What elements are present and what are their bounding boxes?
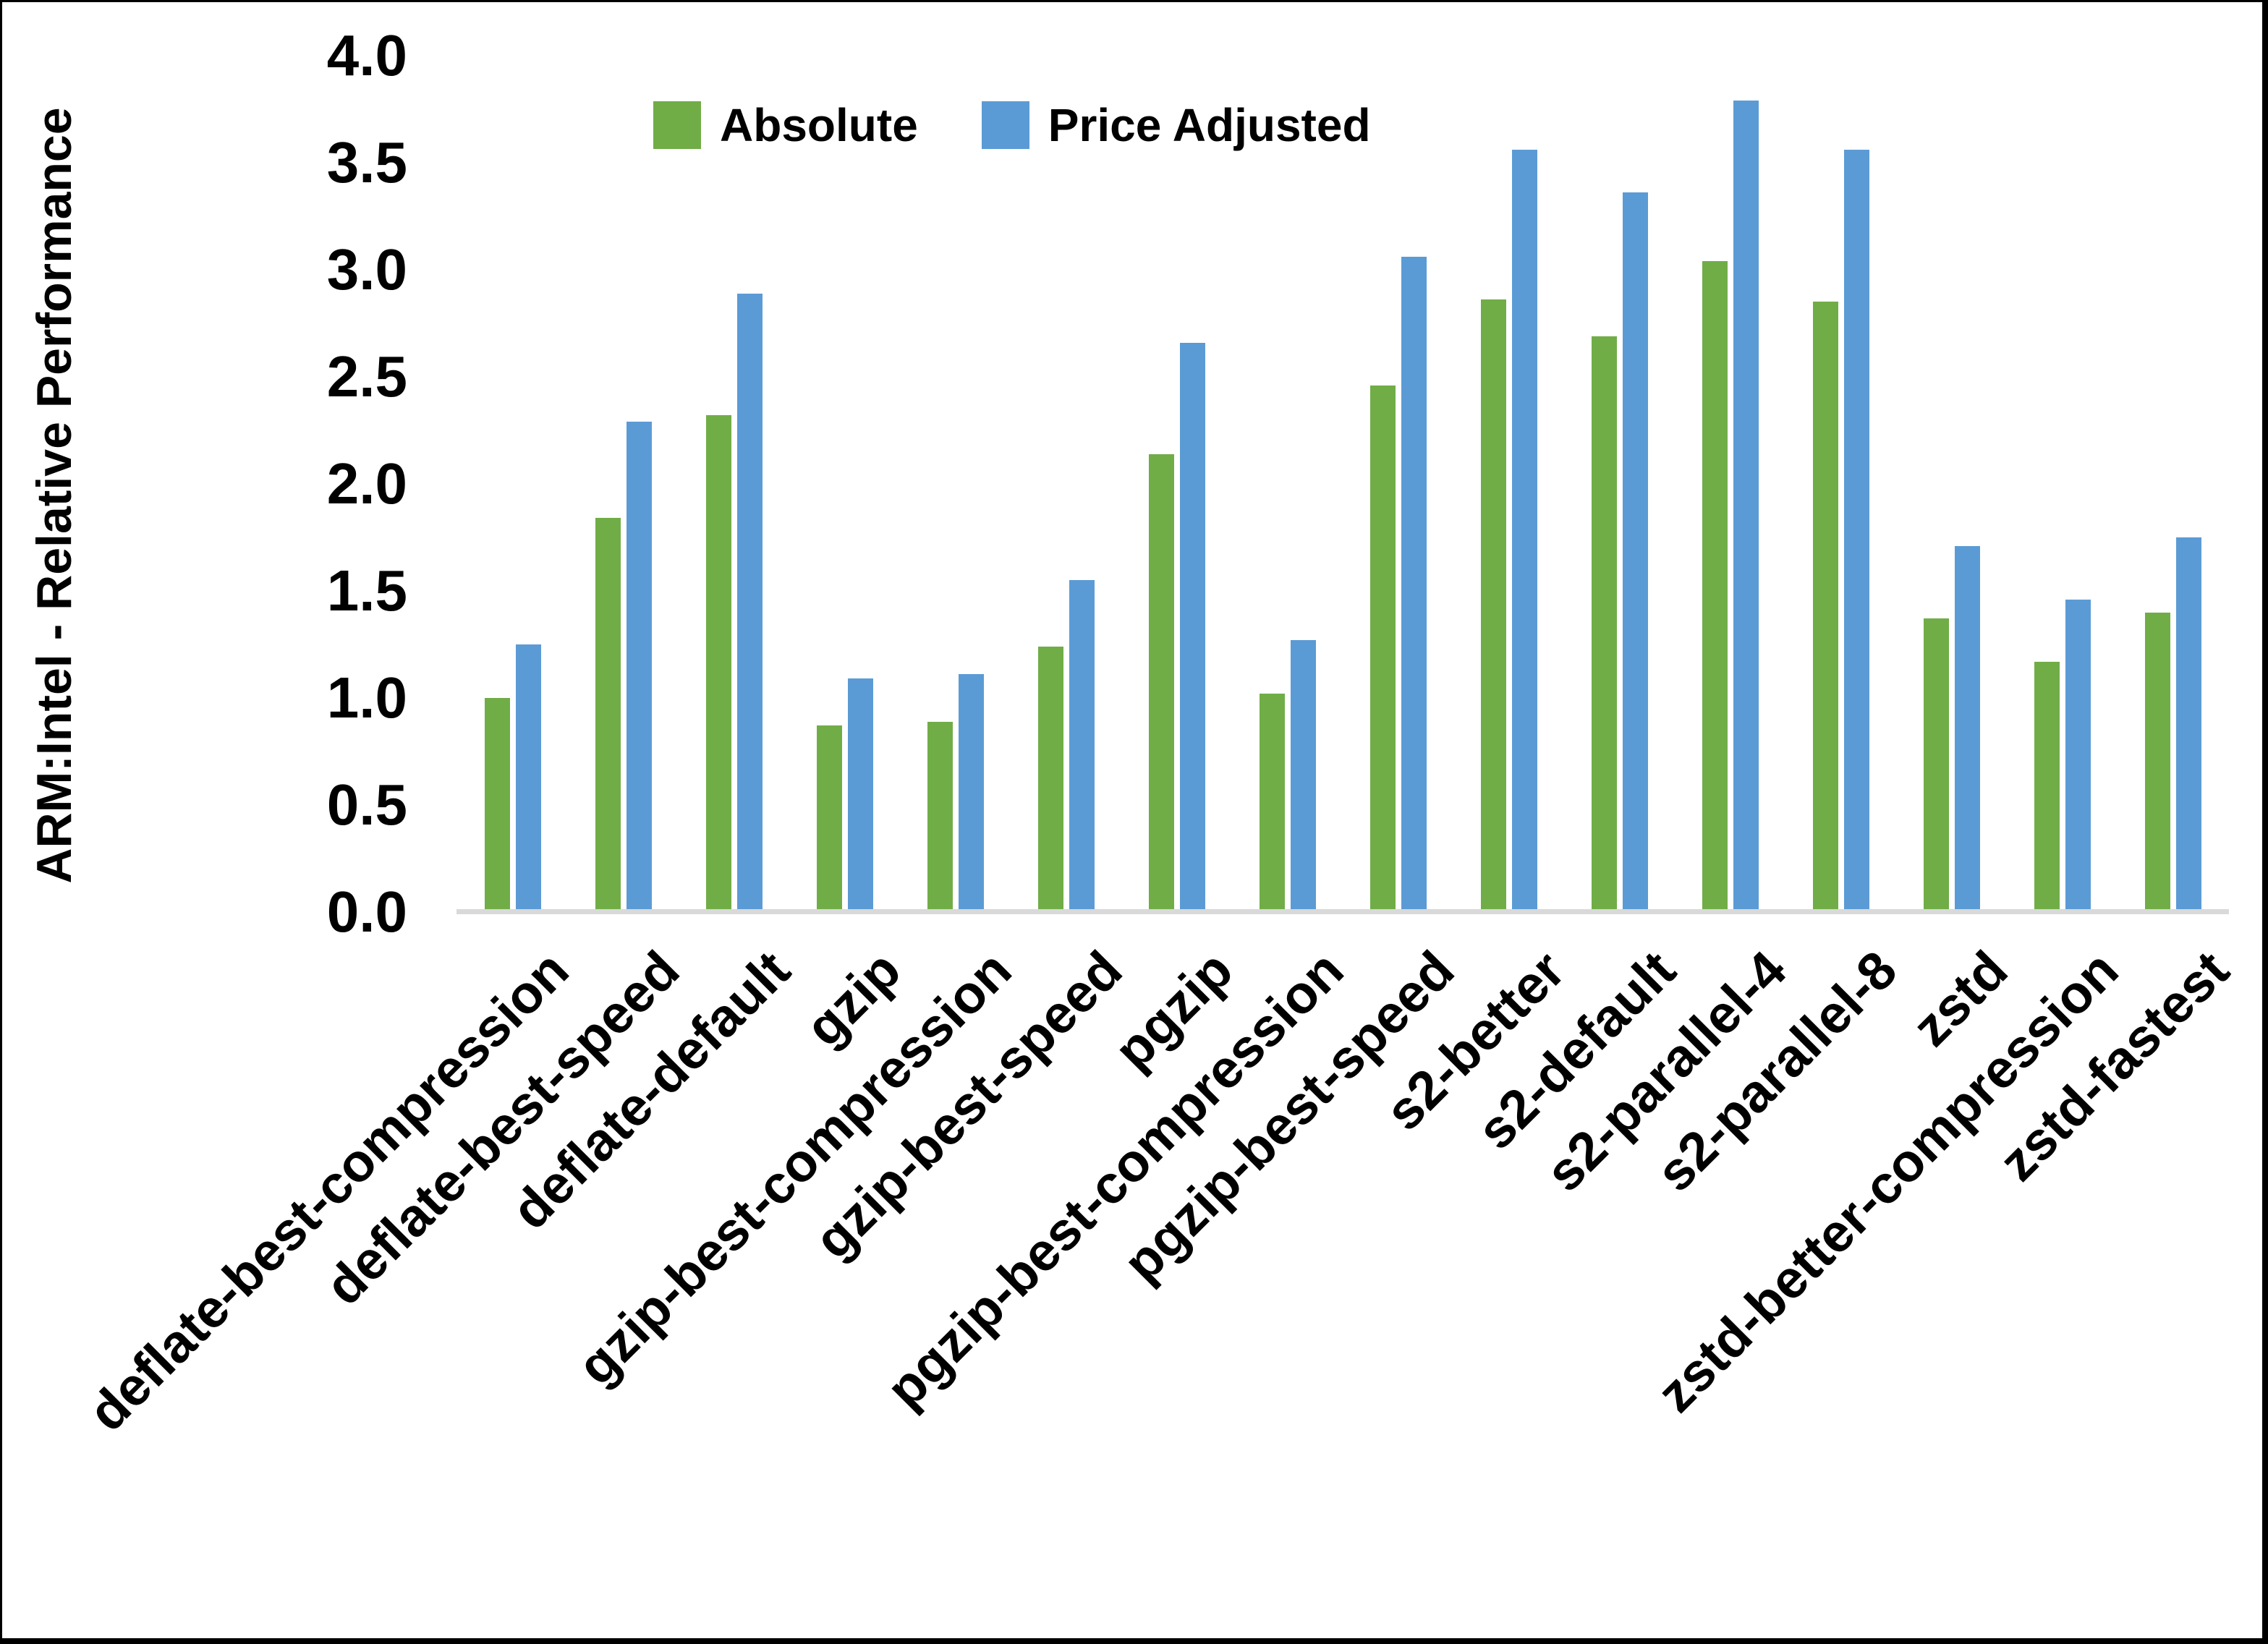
- y-tick-label-0.5: 0.5: [326, 772, 407, 837]
- y-tick-label-3.5: 3.5: [326, 130, 407, 195]
- bar-price-adjusted-gzip: [848, 678, 873, 912]
- legend-label-price-adjusted: Price Adjusted: [1048, 99, 1371, 151]
- legend: Absolute Price Adjusted: [653, 89, 1371, 161]
- bar-price-adjusted-s2-better: [1512, 150, 1537, 912]
- bar-absolute-gzip-best-compression: [927, 721, 953, 912]
- legend-label-absolute: Absolute: [720, 99, 918, 151]
- bar-price-adjusted-gzip-best-speed: [1069, 580, 1095, 912]
- bar-price-adjusted-s2-parallel-4: [1733, 101, 1759, 912]
- bar-absolute-s2-better: [1481, 299, 1506, 912]
- bar-absolute-s2-parallel-8: [1813, 302, 1838, 912]
- bar-price-adjusted-zstd-fastest: [2176, 537, 2201, 912]
- bar-price-adjusted-zstd: [1955, 545, 1980, 912]
- bar-price-adjusted-pgzip-best-compression: [1291, 640, 1316, 912]
- bar-price-adjusted-s2-parallel-8: [1844, 150, 1869, 912]
- y-tick-label-3.0: 3.0: [326, 237, 407, 302]
- bar-price-adjusted-deflate-best-speed: [627, 422, 652, 912]
- y-tick-label-0.0: 0.0: [326, 880, 407, 944]
- x-axis-line: [456, 909, 2229, 914]
- y-tick-label-2.5: 2.5: [326, 344, 407, 409]
- bar-absolute-s2-default: [1592, 336, 1617, 912]
- y-axis-title: ARM:Intel - Relative Performance: [27, 107, 82, 884]
- bar-price-adjusted-deflate-best-compression: [516, 644, 541, 912]
- bar-absolute-deflate-best-speed: [595, 518, 621, 912]
- bar-absolute-deflate-default: [706, 415, 731, 912]
- bar-price-adjusted-deflate-default: [737, 293, 763, 912]
- bar-absolute-pgzip: [1149, 453, 1174, 912]
- legend-item-absolute: Absolute: [653, 101, 918, 149]
- bar-price-adjusted-zstd-better-compression: [2065, 599, 2091, 912]
- bar-price-adjusted-pgzip-best-speed: [1401, 257, 1427, 912]
- bar-price-adjusted-pgzip: [1180, 342, 1205, 912]
- bar-absolute-s2-parallel-4: [1702, 261, 1728, 912]
- legend-swatch-price-adjusted-icon: [981, 101, 1029, 149]
- bar-absolute-pgzip-best-speed: [1370, 385, 1396, 912]
- y-tick-label-1.0: 1.0: [326, 665, 407, 730]
- bar-absolute-zstd-fastest: [2145, 612, 2170, 912]
- legend-swatch-absolute-icon: [653, 101, 701, 149]
- y-tick-label-4.0: 4.0: [326, 23, 407, 88]
- bar-absolute-gzip: [817, 725, 842, 912]
- y-tick-label-2.0: 2.0: [326, 451, 407, 516]
- legend-item-price-adjusted: Price Adjusted: [981, 99, 1371, 151]
- bar-absolute-zstd-better-compression: [2034, 661, 2060, 912]
- bar-absolute-deflate-best-compression: [485, 698, 510, 912]
- bar-price-adjusted-gzip-best-compression: [959, 674, 984, 912]
- bar-price-adjusted-s2-default: [1623, 192, 1648, 912]
- y-tick-label-1.5: 1.5: [326, 558, 407, 623]
- bar-absolute-gzip-best-speed: [1038, 646, 1063, 912]
- bar-absolute-zstd: [1924, 618, 1949, 912]
- bar-absolute-pgzip-best-compression: [1260, 694, 1285, 912]
